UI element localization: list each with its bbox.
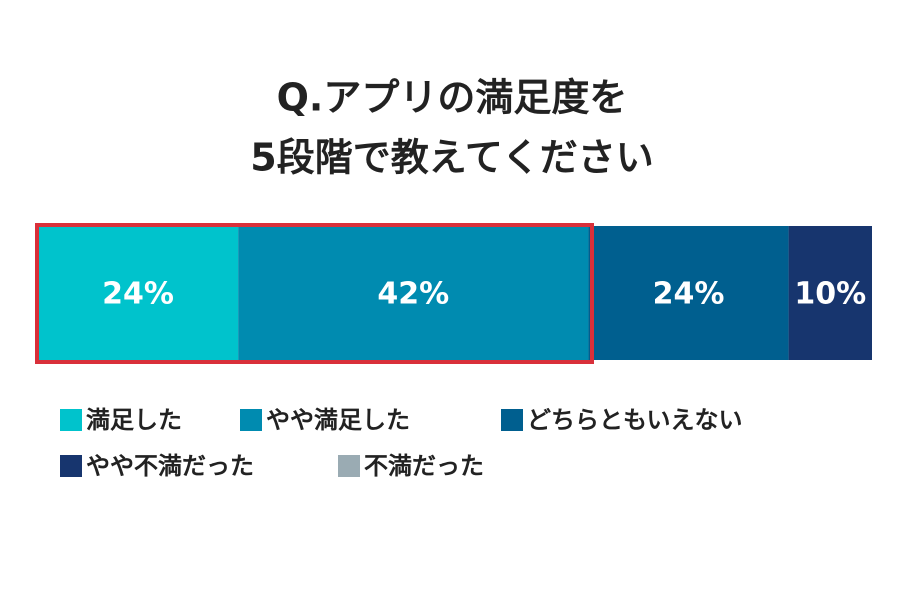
legend-label: 満足した [86,406,182,434]
legend-label: 不満だった [364,452,484,480]
bar-group [38,226,872,360]
data-label: 10% [794,277,866,312]
legend-label: やや不満だった [86,452,254,480]
legend-swatch [338,455,360,477]
bar-segment [788,226,872,360]
legend-swatch [501,409,523,431]
highlight-box [35,223,594,364]
chart-title: 5段階で教えてください [250,136,653,180]
legend-label: やや満足した [266,406,410,434]
data-label: 42% [377,277,449,312]
legend-swatch [60,409,82,431]
bar-segment [38,226,239,360]
bar-segment [238,226,589,360]
data-label: 24% [102,277,174,312]
data-label: 24% [653,277,725,312]
chart-title: Q.アプリの満足度を [277,76,628,120]
legend-label: どちらともいえない [527,406,743,434]
legend-swatch [60,455,82,477]
legend-swatch [240,409,262,431]
bar-segment [588,226,789,360]
